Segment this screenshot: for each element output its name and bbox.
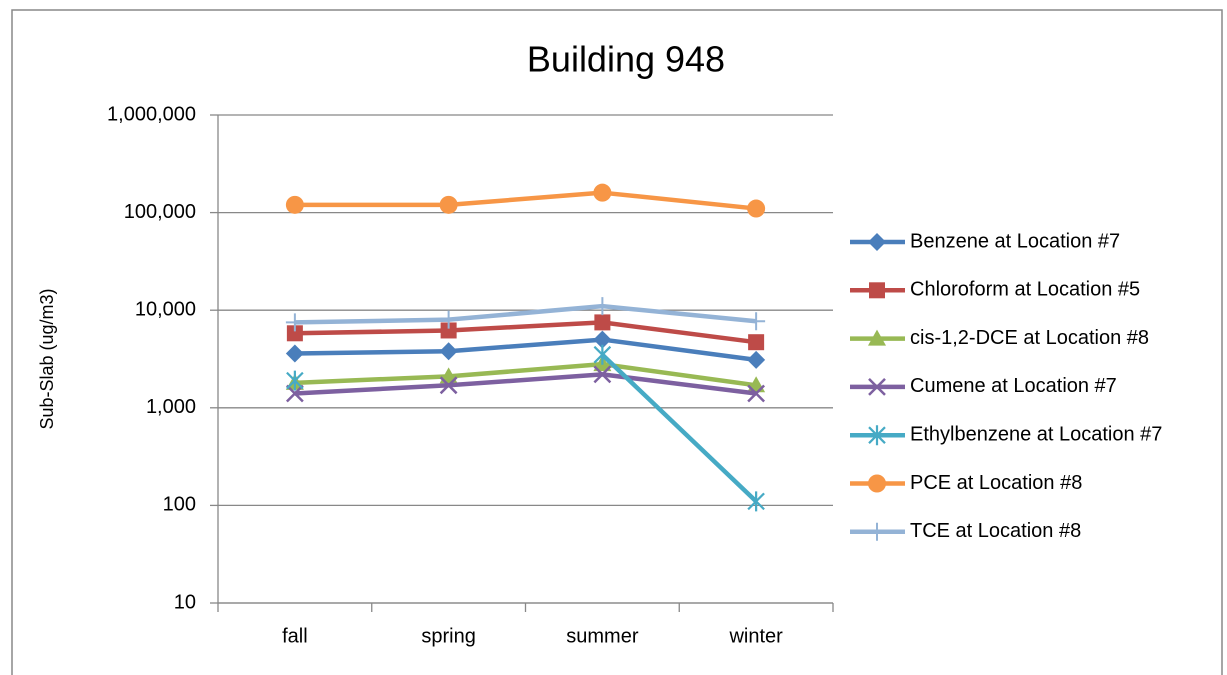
- y-tick-label: 10: [174, 591, 196, 613]
- legend-label: PCE at Location #8: [910, 472, 1082, 494]
- marker: [747, 491, 765, 512]
- series-line: [294, 372, 757, 396]
- marker: [285, 313, 304, 332]
- marker: [440, 322, 457, 339]
- marker: [285, 384, 304, 403]
- legend-label: TCE at Location #8: [910, 520, 1081, 542]
- marker: [593, 183, 612, 202]
- marker: [747, 350, 766, 369]
- marker: [593, 344, 612, 365]
- y-axis-label: Sub-Slab (ug/m3): [37, 288, 57, 429]
- marker: [593, 365, 612, 384]
- marker: [868, 425, 886, 446]
- marker: [747, 312, 766, 331]
- y-tick-label: 10,000: [135, 298, 196, 320]
- marker: [439, 310, 458, 329]
- series-line: [294, 303, 757, 325]
- marker: [593, 297, 612, 316]
- legend-label: Chloroform at Location #5: [910, 279, 1140, 301]
- marker: [868, 474, 886, 493]
- marker: [869, 282, 885, 299]
- y-tick-label: 1,000,000: [107, 103, 196, 125]
- legend-label: Cumene at Location #7: [910, 375, 1117, 397]
- x-tick-label: fall: [282, 625, 308, 647]
- series-line: [600, 353, 758, 503]
- marker: [286, 325, 303, 342]
- x-tick-label: spring: [421, 625, 475, 647]
- marker: [286, 370, 304, 391]
- marker: [439, 376, 458, 395]
- marker: [747, 384, 766, 403]
- legend-label: cis-1,2-DCE at Location #8: [910, 327, 1149, 349]
- y-tick-label: 1,000: [146, 396, 196, 418]
- x-tick-label: summer: [566, 625, 639, 647]
- marker: [439, 342, 458, 361]
- marker: [285, 344, 304, 363]
- legend-label: Ethylbenzene at Location #7: [910, 423, 1162, 445]
- marker: [868, 522, 886, 541]
- chart-title: Building 948: [527, 39, 725, 80]
- series-line: [294, 320, 757, 345]
- marker: [593, 330, 612, 349]
- marker: [868, 329, 886, 346]
- x-tick-label: winter: [728, 625, 783, 647]
- y-tick-label: 100,000: [124, 201, 196, 223]
- marker: [868, 378, 886, 396]
- marker: [439, 195, 458, 214]
- marker: [747, 199, 766, 218]
- series-line: [294, 337, 757, 363]
- marker: [868, 233, 886, 251]
- series-line: [294, 361, 757, 388]
- series-line: [294, 190, 757, 211]
- marker: [748, 334, 765, 351]
- legend-label: Benzene at Location #7: [910, 230, 1120, 252]
- marker: [285, 195, 304, 214]
- y-tick-label: 100: [163, 494, 196, 516]
- marker: [594, 314, 611, 331]
